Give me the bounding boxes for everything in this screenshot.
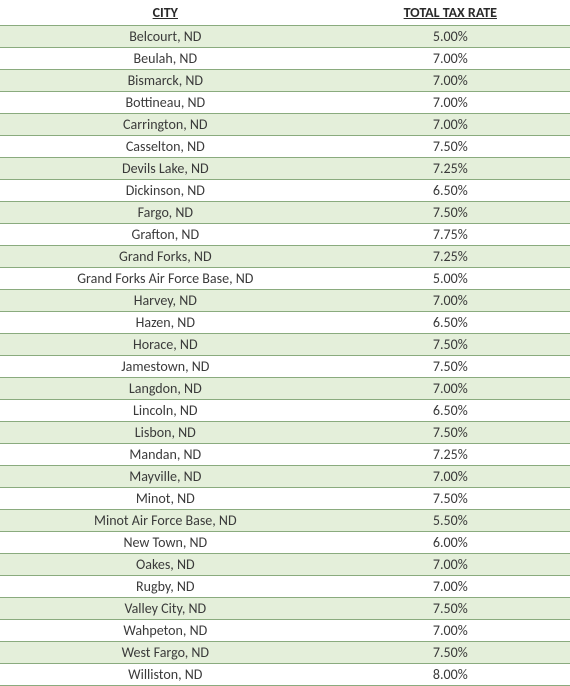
table-row: Wahpeton, ND7.00% xyxy=(0,620,570,642)
cell-rate: 7.00% xyxy=(331,620,570,642)
cell-city: Valley City, ND xyxy=(0,598,331,620)
cell-city: Grafton, ND xyxy=(0,224,331,246)
table-row: Grafton, ND7.75% xyxy=(0,224,570,246)
cell-city: Beulah, ND xyxy=(0,48,331,70)
cell-rate: 7.75% xyxy=(331,224,570,246)
table-row: Lisbon, ND7.50% xyxy=(0,422,570,444)
cell-city: Williston, ND xyxy=(0,664,331,686)
cell-rate: 7.00% xyxy=(331,576,570,598)
cell-rate: 6.50% xyxy=(331,312,570,334)
cell-city: Fargo, ND xyxy=(0,202,331,224)
table-row: Jamestown, ND7.50% xyxy=(0,356,570,378)
cell-city: Hazen, ND xyxy=(0,312,331,334)
cell-rate: 6.50% xyxy=(331,180,570,202)
cell-city: Mandan, ND xyxy=(0,444,331,466)
table-row: Mayville, ND7.00% xyxy=(0,466,570,488)
cell-city: Harvey, ND xyxy=(0,290,331,312)
table-row: Williston, ND8.00% xyxy=(0,664,570,686)
cell-city: Devils Lake, ND xyxy=(0,158,331,180)
cell-city: Jamestown, ND xyxy=(0,356,331,378)
table-row: Fargo, ND7.50% xyxy=(0,202,570,224)
cell-city: Mayville, ND xyxy=(0,466,331,488)
table-row: West Fargo, ND7.50% xyxy=(0,642,570,664)
table-row: Valley City, ND7.50% xyxy=(0,598,570,620)
cell-city: Horace, ND xyxy=(0,334,331,356)
cell-city: Casselton, ND xyxy=(0,136,331,158)
cell-city: Belcourt, ND xyxy=(0,26,331,48)
cell-rate: 7.00% xyxy=(331,290,570,312)
cell-rate: 7.50% xyxy=(331,642,570,664)
table-row: Rugby, ND7.00% xyxy=(0,576,570,598)
table-row: Harvey, ND7.00% xyxy=(0,290,570,312)
cell-city: Carrington, ND xyxy=(0,114,331,136)
cell-rate: 7.00% xyxy=(331,70,570,92)
table-row: Devils Lake, ND7.25% xyxy=(0,158,570,180)
table-row: Lincoln, ND6.50% xyxy=(0,400,570,422)
table-row: Minot Air Force Base, ND5.50% xyxy=(0,510,570,532)
header-city: CITY xyxy=(0,0,331,26)
cell-city: Dickinson, ND xyxy=(0,180,331,202)
cell-rate: 5.00% xyxy=(331,26,570,48)
cell-rate: 5.00% xyxy=(331,268,570,290)
cell-rate: 7.50% xyxy=(331,356,570,378)
table-row: Hazen, ND6.50% xyxy=(0,312,570,334)
tax-rate-table: CITYTOTAL TAX RATEBelcourt, ND5.00%Beula… xyxy=(0,0,570,686)
cell-city: Grand Forks Air Force Base, ND xyxy=(0,268,331,290)
table-row: Grand Forks Air Force Base, ND5.00% xyxy=(0,268,570,290)
table-row: Bismarck, ND7.00% xyxy=(0,70,570,92)
cell-rate: 7.00% xyxy=(331,554,570,576)
cell-rate: 7.25% xyxy=(331,246,570,268)
cell-rate: 7.00% xyxy=(331,466,570,488)
cell-city: Minot, ND xyxy=(0,488,331,510)
cell-city: Oakes, ND xyxy=(0,554,331,576)
table-row: New Town, ND6.00% xyxy=(0,532,570,554)
cell-city: Minot Air Force Base, ND xyxy=(0,510,331,532)
cell-rate: 7.50% xyxy=(331,598,570,620)
table-header-row: CITYTOTAL TAX RATE xyxy=(0,0,570,26)
table-row: Bottineau, ND7.00% xyxy=(0,92,570,114)
cell-rate: 8.00% xyxy=(331,664,570,686)
table-row: Dickinson, ND6.50% xyxy=(0,180,570,202)
cell-rate: 7.00% xyxy=(331,378,570,400)
table-row: Langdon, ND7.00% xyxy=(0,378,570,400)
table-row: Belcourt, ND5.00% xyxy=(0,26,570,48)
cell-city: Bismarck, ND xyxy=(0,70,331,92)
cell-rate: 7.50% xyxy=(331,488,570,510)
cell-rate: 7.00% xyxy=(331,48,570,70)
cell-rate: 7.00% xyxy=(331,92,570,114)
cell-rate: 7.25% xyxy=(331,444,570,466)
cell-rate: 7.25% xyxy=(331,158,570,180)
header-rate: TOTAL TAX RATE xyxy=(331,0,570,26)
table-row: Mandan, ND7.25% xyxy=(0,444,570,466)
table-row: Horace, ND7.50% xyxy=(0,334,570,356)
cell-rate: 5.50% xyxy=(331,510,570,532)
cell-city: Grand Forks, ND xyxy=(0,246,331,268)
table-row: Oakes, ND7.00% xyxy=(0,554,570,576)
table-row: Carrington, ND7.00% xyxy=(0,114,570,136)
cell-rate: 7.50% xyxy=(331,422,570,444)
cell-city: Bottineau, ND xyxy=(0,92,331,114)
cell-rate: 6.00% xyxy=(331,532,570,554)
table-row: Grand Forks, ND7.25% xyxy=(0,246,570,268)
cell-city: West Fargo, ND xyxy=(0,642,331,664)
cell-rate: 6.50% xyxy=(331,400,570,422)
cell-city: Rugby, ND xyxy=(0,576,331,598)
table-row: Beulah, ND7.00% xyxy=(0,48,570,70)
cell-rate: 7.50% xyxy=(331,334,570,356)
cell-city: New Town, ND xyxy=(0,532,331,554)
cell-city: Lisbon, ND xyxy=(0,422,331,444)
cell-rate: 7.50% xyxy=(331,136,570,158)
table-body: CITYTOTAL TAX RATEBelcourt, ND5.00%Beula… xyxy=(0,0,570,686)
cell-city: Langdon, ND xyxy=(0,378,331,400)
cell-city: Wahpeton, ND xyxy=(0,620,331,642)
table-row: Casselton, ND7.50% xyxy=(0,136,570,158)
cell-rate: 7.00% xyxy=(331,114,570,136)
cell-rate: 7.50% xyxy=(331,202,570,224)
table-row: Minot, ND7.50% xyxy=(0,488,570,510)
cell-city: Lincoln, ND xyxy=(0,400,331,422)
